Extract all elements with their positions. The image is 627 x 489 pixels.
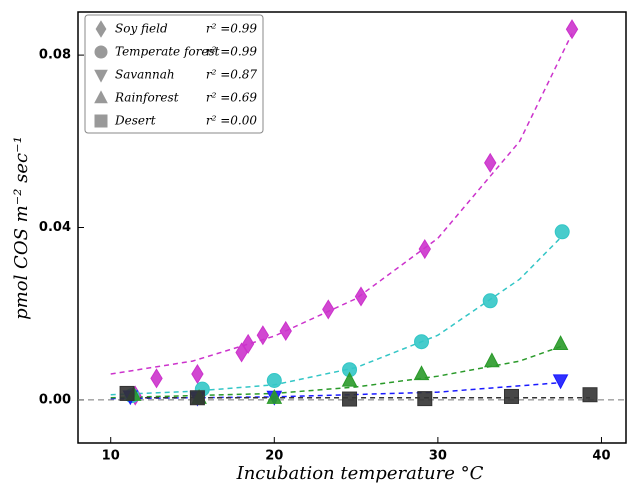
point [266,388,283,404]
x-tick-label: 10 [102,449,120,464]
fit-line [110,33,573,375]
y-axis-label: pmol COS m⁻² sec⁻¹ [11,136,32,320]
point [552,335,569,350]
point [582,387,598,403]
point [565,19,579,40]
point [241,333,255,354]
point [279,320,292,341]
legend-r2: r² =0.00 [206,114,258,128]
point [189,390,205,406]
legend-marker [95,20,107,38]
legend-marker [94,45,108,59]
point [503,388,519,404]
legend-r2: r² =0.99 [206,45,258,59]
legend-marker [94,90,108,104]
point [150,368,163,389]
x-tick-label: 30 [429,449,447,464]
legend-box [84,14,264,134]
point [235,342,248,363]
legend-r2: r² =0.87 [206,68,258,82]
fit-line [110,235,563,396]
legend-label: Soy field [115,22,168,36]
point [119,385,135,401]
legend-marker [94,114,108,128]
point [191,363,204,385]
y-tick-label: 0.04 [39,220,71,235]
legend-label: Rainforest [114,91,179,105]
legend-label: Temperate forest [115,45,220,59]
legend-label: Savannah [115,68,175,82]
point [413,365,430,381]
legend-r2: r² =0.69 [206,91,258,105]
point [482,293,498,309]
point [322,299,335,320]
point [552,374,569,390]
point [554,224,570,240]
point [484,152,497,173]
y-tick-label: 0.00 [39,392,71,407]
point [418,238,431,260]
point [342,391,358,407]
x-axis-label: Incubation temperature °C [236,463,484,484]
legend-r2: r² =0.99 [206,22,258,36]
legend-label: Desert [114,114,156,128]
y-tick-label: 0.08 [39,48,71,63]
point [354,286,368,307]
point [256,325,270,346]
point [414,334,430,350]
point [266,373,282,389]
fit-line [110,345,563,399]
point [417,391,433,407]
legend-marker [94,69,108,83]
point [484,352,500,368]
point [341,371,358,387]
x-tick-label: 40 [592,449,610,464]
x-tick-label: 20 [265,449,283,464]
